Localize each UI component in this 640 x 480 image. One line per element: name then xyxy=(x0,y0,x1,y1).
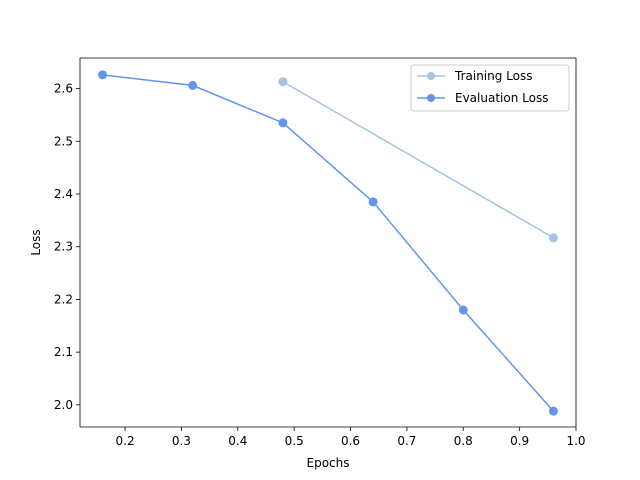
training-loss-point xyxy=(278,77,288,87)
y-tick-label: 2.2 xyxy=(54,292,73,306)
evaluation-loss-line xyxy=(102,74,555,412)
y-tick-label: 2.3 xyxy=(54,240,73,254)
x-tick-label: 0.7 xyxy=(397,434,416,448)
evaluation-loss-point xyxy=(548,406,558,416)
training-loss-line xyxy=(282,81,554,239)
evaluation-loss-point xyxy=(368,197,378,207)
x-tick-label: 0.6 xyxy=(341,434,360,448)
legend-training-loss-marker xyxy=(427,72,435,80)
x-tick-label: 0.2 xyxy=(116,434,135,448)
y-tick-label: 2.1 xyxy=(54,345,73,359)
evaluation-loss-point xyxy=(278,118,288,128)
y-tick-label: 2.0 xyxy=(54,398,73,412)
axes: 0.2 0.3 0.4 0.5 0.6 0.7 0.8 0.9 1.0 2.0 2.1 2.2 2.3 2… xyxy=(54,57,586,448)
evaluation-loss-point xyxy=(458,305,468,315)
x-tick-label: 0.3 xyxy=(172,434,191,448)
y-tick-label: 2.5 xyxy=(54,134,73,148)
legend-evaluation-loss-marker xyxy=(427,94,435,102)
legend: Training Loss Evaluation Loss xyxy=(410,64,570,112)
x-tick-label: 0.5 xyxy=(285,434,304,448)
y-tick-label: 2.4 xyxy=(54,187,73,201)
x-tick-label: 0.9 xyxy=(510,434,529,448)
legend-evaluation-loss-label: Evaluation Loss xyxy=(455,91,548,105)
evaluation-loss-point xyxy=(188,80,198,90)
y-tick-label: 2.6 xyxy=(54,82,73,96)
evaluation-loss-point xyxy=(98,70,108,80)
x-tick-label: 1.0 xyxy=(566,434,585,448)
x-axis-label: Epochs xyxy=(307,456,350,470)
training-loss-point xyxy=(548,233,558,243)
y-axis-label: Loss xyxy=(29,229,43,255)
plot-area xyxy=(98,70,558,416)
x-tick-label: 0.4 xyxy=(228,434,247,448)
legend-box xyxy=(410,64,570,112)
x-tick-label: 0.8 xyxy=(454,434,473,448)
legend-training-loss-label: Training Loss xyxy=(454,69,532,83)
